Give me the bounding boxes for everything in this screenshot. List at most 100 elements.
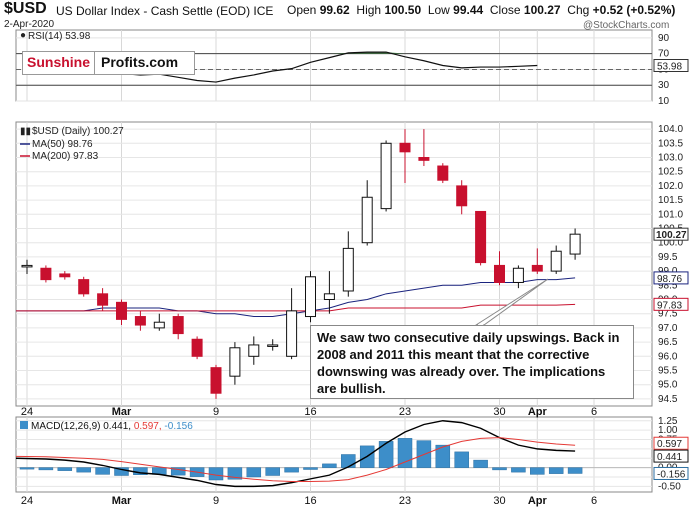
candle-down xyxy=(116,301,127,320)
ohlc-readout: Open 99.62 High 100.50 Low 99.44 Close 1… xyxy=(287,3,675,17)
macd-tick-label: -0.50 xyxy=(658,481,681,492)
macd-tick-label: 1.00 xyxy=(658,425,678,436)
logo-part-profits: Profits.com xyxy=(94,52,182,74)
macd-x-tick-label: Mar xyxy=(112,495,132,507)
price-x-tick-label: Apr xyxy=(528,406,548,418)
price-tick-label: 103.5 xyxy=(658,138,683,149)
price-tick-label: 100.0 xyxy=(658,238,683,249)
macd-histogram-bar xyxy=(95,467,110,475)
macd-x-tick-label: 16 xyxy=(304,495,316,507)
candle-down xyxy=(399,142,411,153)
macd-histogram-bar xyxy=(567,467,583,474)
candle-up xyxy=(512,267,524,283)
macd-histogram-bar xyxy=(322,463,337,468)
price-tick-label: 94.5 xyxy=(658,394,678,405)
price-tick-label: 104.0 xyxy=(658,124,683,135)
macd-x-tick-label: 30 xyxy=(493,495,505,507)
instrument-description: US Dollar Index - Cash Settle (EOD) ICE xyxy=(56,4,274,18)
macd-histogram-bar xyxy=(548,467,564,474)
macd-legend-part: -0.156 xyxy=(162,421,194,432)
price-tick-label: 96.5 xyxy=(658,337,678,348)
ma200-value-box xyxy=(653,297,689,311)
candle-up xyxy=(342,247,354,292)
close-value: 100.27 xyxy=(523,3,561,17)
price-x-tick-label: 23 xyxy=(399,406,411,418)
macd-histogram-bar xyxy=(19,467,35,470)
rsi-last-value: 53.98 xyxy=(657,62,682,73)
macd-histogram-bar xyxy=(38,467,54,471)
macd-histogram-bar xyxy=(265,467,280,476)
ma200-legend: MA(200) 97.83 xyxy=(32,151,99,162)
price-tick-label: 102.5 xyxy=(658,167,683,178)
price-tick-label: 98.5 xyxy=(658,280,678,291)
macd-histogram-bar xyxy=(378,441,394,468)
candle-up xyxy=(248,344,260,357)
candle-up xyxy=(267,344,279,347)
candle-down xyxy=(59,273,71,278)
candle-down xyxy=(78,279,90,295)
price-tick-label: 102.0 xyxy=(658,181,683,192)
macd-histogram-bar xyxy=(473,459,488,468)
histogram-value: -0.156 xyxy=(657,469,686,480)
change-value: +0.52 (+0.52%) xyxy=(592,3,676,17)
macd-line xyxy=(15,420,576,488)
low-value: 99.44 xyxy=(453,3,484,17)
macd-histogram-bar xyxy=(454,451,469,468)
macd-legend-swatch xyxy=(20,421,28,429)
annotation-callout: We saw two consecutive daily upswings. B… xyxy=(310,325,634,399)
ma50-value: 98.76 xyxy=(657,274,682,285)
rsi-legend: RSI(14) 53.98 xyxy=(28,31,91,42)
macd-value-box xyxy=(653,449,689,463)
candle-down xyxy=(475,210,487,264)
price-x-tick-label: 16 xyxy=(304,406,316,418)
price-tick-label: 95.0 xyxy=(658,380,678,391)
macd-x-tick-label: 23 xyxy=(399,495,411,507)
candle-up xyxy=(569,233,581,255)
candle-up xyxy=(305,276,316,318)
macd-histogram-bar xyxy=(284,467,299,473)
chart-date: 2-Apr-2020 xyxy=(4,19,55,30)
macd-legend-part: MACD(12,26,9) 0.441, xyxy=(31,421,131,432)
candle-up xyxy=(380,142,392,210)
candle-legend-marker: ▮▮ xyxy=(20,126,31,137)
macd-tick-label: 1.25 xyxy=(658,416,678,427)
price-legend: $USD (Daily) 100.27 xyxy=(32,126,124,137)
price-x-tick-label: Mar xyxy=(112,406,132,418)
price-x-tick-label: 9 xyxy=(213,406,219,418)
price-tick-label: 97.0 xyxy=(658,323,678,334)
price-x-tick-label: 30 xyxy=(493,406,505,418)
candle-down xyxy=(494,264,505,283)
macd-histogram-bar xyxy=(227,467,243,480)
price-tick-label: 97.5 xyxy=(658,309,678,320)
sunshine-profits-logo: Sunshine Profits.com xyxy=(22,51,195,75)
open-value: 99.62 xyxy=(319,3,350,17)
low-label: Low xyxy=(427,3,450,17)
candle-up xyxy=(323,293,335,301)
macd-histogram-bar xyxy=(530,467,545,475)
candle-up xyxy=(361,196,373,244)
candle-down xyxy=(210,367,222,394)
rsi-tick-label: 10 xyxy=(658,96,670,107)
macd-histogram-bar xyxy=(76,467,91,473)
macd-x-tick-label: 9 xyxy=(213,495,219,507)
price-tick-label: 96.0 xyxy=(658,351,678,362)
last-price-box xyxy=(653,227,689,241)
candle-up xyxy=(229,347,241,377)
macd-histogram-bar xyxy=(303,467,318,470)
candle-down xyxy=(97,293,109,306)
macd-histogram-bar xyxy=(511,467,526,473)
macd-histogram-bar xyxy=(170,467,186,476)
rsi-legend-marker: ● xyxy=(20,30,26,41)
histogram-value-box xyxy=(653,466,689,480)
stockcharts-brand[interactable]: @StockCharts.com xyxy=(583,20,670,31)
high-value: 100.50 xyxy=(384,3,422,17)
macd-x-tick-label: 24 xyxy=(21,495,33,507)
symbol-title: $USD xyxy=(4,0,47,17)
rsi-tick-label: 30 xyxy=(658,80,670,91)
candle-down xyxy=(134,316,146,326)
macd-histogram-bar xyxy=(114,467,129,476)
close-label: Close xyxy=(489,3,521,17)
macd-histogram-bar xyxy=(435,444,451,468)
rsi-tick-label: 70 xyxy=(658,49,670,60)
